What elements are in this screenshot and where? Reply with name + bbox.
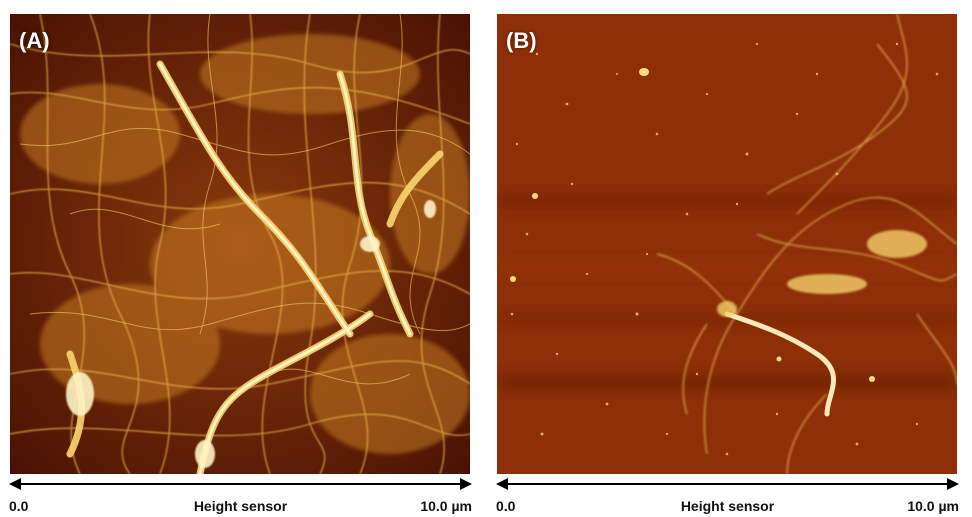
scale-max-label: 10.0 µm — [420, 498, 472, 514]
scale-bar-b: 0.0 Height sensor 10.0 µm — [496, 474, 959, 517]
double-arrow-icon — [496, 478, 959, 490]
afm-image-panel-a: (A) — [10, 14, 470, 474]
panel-label-b: (B) — [506, 28, 537, 53]
afm-image-panel-b: (B) — [497, 14, 957, 474]
double-arrow-icon — [9, 478, 472, 490]
panel-label-a: (A) — [19, 28, 50, 53]
scale-min-label: 0.0 — [9, 498, 29, 514]
scale-caption: Height sensor — [680, 498, 775, 514]
afm-height-map-a — [10, 14, 470, 474]
scale-caption: Height sensor — [193, 498, 288, 514]
scale-max-label: 10.0 µm — [907, 498, 959, 514]
scale-bar-a: 0.0 Height sensor 10.0 µm — [9, 474, 472, 517]
afm-height-map-b — [497, 14, 957, 474]
scale-min-label: 0.0 — [496, 498, 516, 514]
